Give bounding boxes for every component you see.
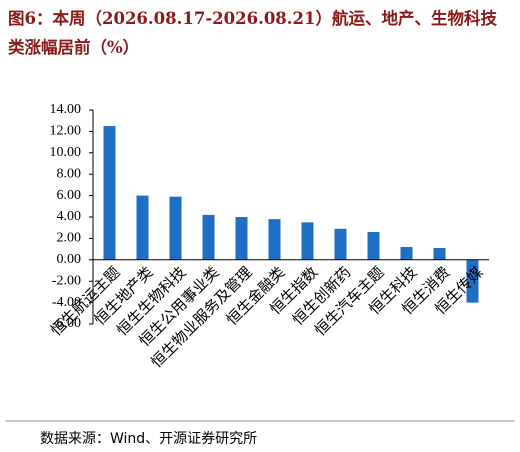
bar (400, 246, 413, 260)
bar (169, 196, 182, 260)
bar (466, 259, 479, 303)
y-tick-label: -6.00 (52, 316, 81, 331)
y-tick-label: -2.00 (52, 273, 81, 288)
chart-title: 图6：本周（2026.08.17-2026.08.21）航运、地产、生物科技类涨… (8, 9, 497, 57)
y-tick-label: 10.00 (50, 145, 82, 160)
y-tick-label: 12.00 (50, 124, 82, 139)
y-tick-label: 0.00 (57, 252, 82, 267)
y-tick-label: 2.00 (57, 231, 82, 246)
bar (334, 228, 347, 260)
y-tick-label: -4.00 (52, 295, 81, 310)
bar (136, 195, 149, 260)
y-tick-label: 6.00 (57, 188, 82, 203)
bar (103, 126, 116, 260)
bar (235, 217, 248, 260)
source: 数据来源：Wind、开源证券研究所 (40, 431, 258, 447)
bar (202, 214, 215, 260)
bar (268, 219, 281, 260)
y-tick-label: 8.00 (57, 166, 82, 181)
bar (433, 248, 446, 260)
y-tick-label: 14.00 (50, 102, 82, 117)
bar (301, 222, 314, 260)
bar (367, 231, 380, 260)
y-tick-label: 4.00 (57, 209, 82, 224)
